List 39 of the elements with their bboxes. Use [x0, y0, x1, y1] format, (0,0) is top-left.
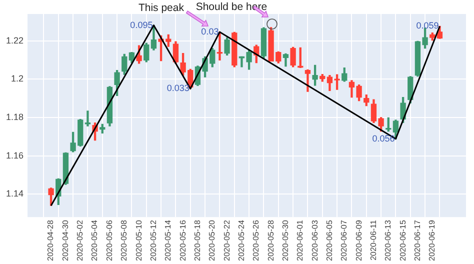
x-tick-label: 2020-05-04	[90, 220, 100, 261]
x-tick-label: 2020-05-08	[120, 220, 129, 261]
x-tick-label: 2020-06-05	[324, 220, 334, 261]
x-tick-label: 2020-04-28	[46, 220, 56, 261]
x-tick-label: 2020-06-13	[384, 220, 393, 261]
x-tick-label: 2020-04-30	[60, 220, 70, 261]
x-tick-label: 2020-06-01	[296, 220, 305, 261]
y-tick-label: 1.2	[11, 74, 24, 84]
text: This peak	[138, 2, 185, 14]
x-tick-label: 2020-05-10	[134, 220, 144, 261]
x-tick-label: 2020-05-16	[178, 220, 188, 261]
annotation: 0.056	[372, 133, 395, 144]
y-tick-label: 1.22	[6, 35, 24, 46]
x-tick-label: 2020-05-20	[208, 220, 217, 261]
annotation: 0.095	[130, 20, 153, 30]
x-tick-label: 2020-05-12	[148, 220, 158, 261]
x-tick-label: 2020-05-18	[192, 220, 202, 261]
annotation: 0.03	[201, 26, 219, 36]
x-tick-label: 2020-06-15	[398, 220, 408, 261]
x-tick-label: 2020-06-11	[368, 220, 378, 260]
candlestick	[84, 110, 91, 126]
x-tick-label: 2020-05-28	[266, 220, 276, 261]
x-tick-label: 2020-06-19	[428, 220, 437, 261]
x-tick-label: 2020-05-22	[222, 220, 232, 261]
y-tick-label: 1.16	[6, 150, 24, 160]
x-tick-label: 2020-05-14	[164, 220, 173, 261]
y-tick-label: 1.14	[6, 188, 24, 199]
x-tick-label: 2020-05-26	[252, 220, 261, 261]
x-tick-label: 2020-05-02	[76, 220, 85, 261]
x-tick-label: 2020-06-09	[354, 220, 364, 261]
x-tick-label: 2020-06-03	[310, 220, 320, 261]
x-tick-label: 2020-06-17	[412, 220, 422, 261]
annotation: 0.059	[416, 20, 439, 31]
y-tick-label: 1.18	[6, 112, 24, 122]
annotation: 0.033	[166, 83, 190, 94]
x-tick-label: 2020-05-24	[236, 220, 246, 261]
x-tick-label: 2020-05-06	[104, 220, 114, 261]
x-tick-label: 2020-05-30	[280, 220, 290, 261]
x-tick-label: 2020-06-07	[340, 220, 349, 261]
